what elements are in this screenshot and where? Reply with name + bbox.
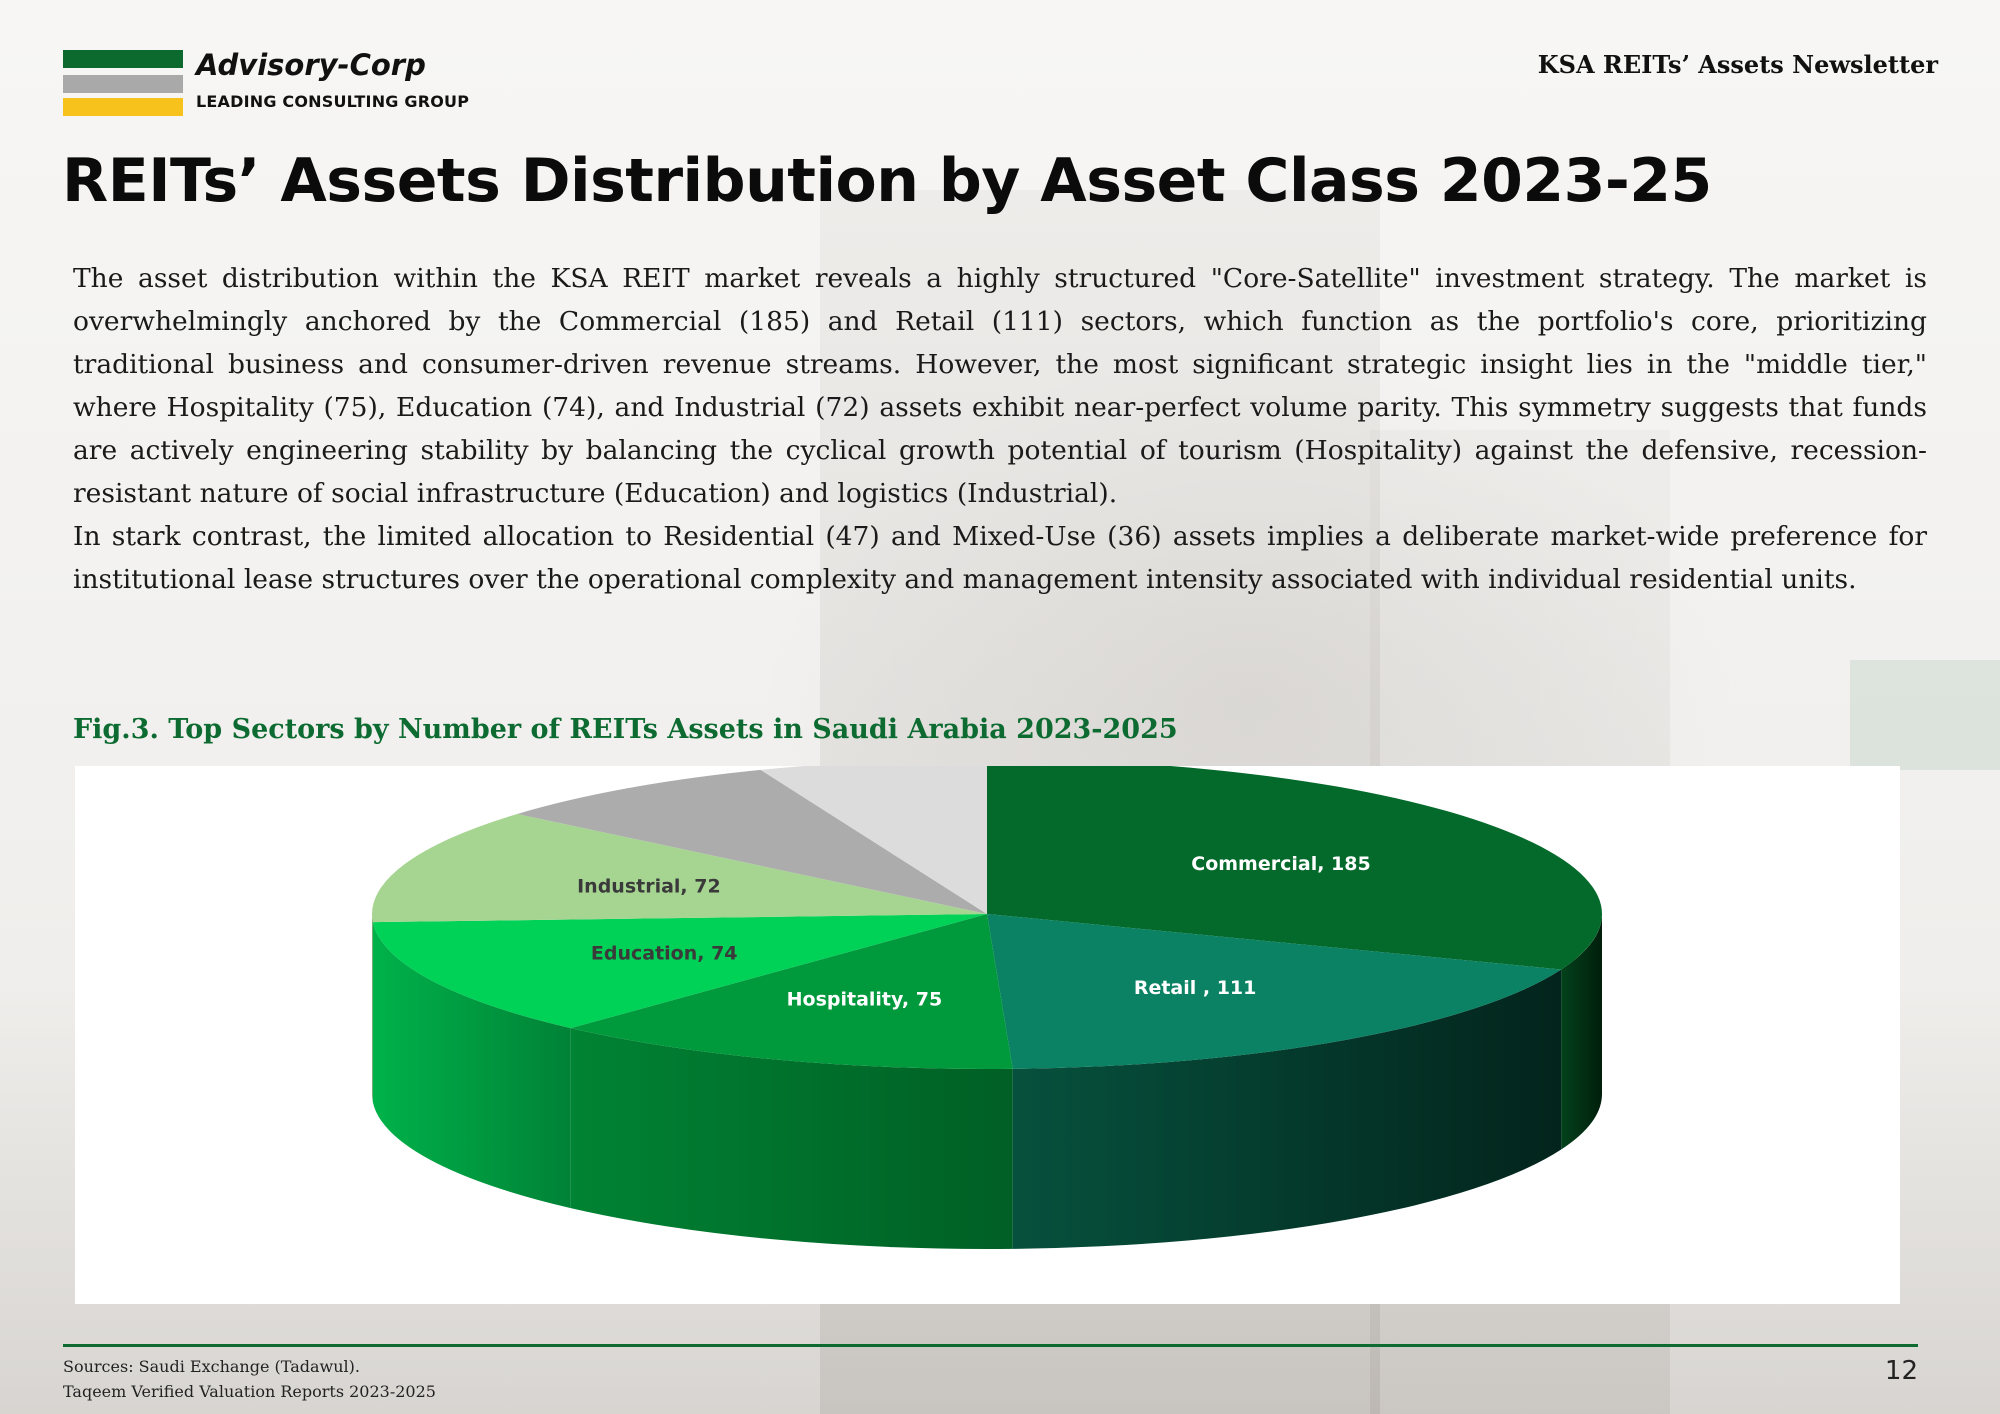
pie-slice-retail <box>987 914 1562 1069</box>
source-line-1: Sources: Saudi Exchange (Tadawul). <box>63 1357 360 1376</box>
pie-slice-education <box>372 914 987 1029</box>
pie-label-retail: Retail , 111 <box>1134 977 1257 999</box>
pie-slice-mixed-use <box>760 766 987 914</box>
pie-label-commercial: Commercial, 185 <box>1191 853 1370 875</box>
source-line-2: Taqeem Verified Valuation Reports 2023-2… <box>63 1382 436 1401</box>
pie-slice-hospitality <box>570 914 1013 1069</box>
pie-label-industrial: Industrial, 72 <box>577 875 721 897</box>
logo-green-bar <box>63 50 183 68</box>
logo-tagline: LEADING CONSULTING GROUP <box>196 92 470 111</box>
pie-label-hospitality: Hospitality, 75 <box>787 988 943 1010</box>
pie-side-education <box>372 922 571 1209</box>
body-paragraph-2: In stark contrast, the limited allocatio… <box>73 521 1927 595</box>
pie-label-education: Education, 74 <box>591 942 738 964</box>
background-road-sign <box>1850 660 2000 770</box>
pie-label-residential: Residential, 47 <box>465 766 626 768</box>
pie-side-commercial <box>1561 914 1602 1150</box>
pie-slice-commercial <box>987 766 1602 970</box>
body-paragraph-1: The asset distribution within the KSA RE… <box>73 263 1927 509</box>
newsletter-title: KSA REITs’ Assets Newsletter <box>1537 50 1938 79</box>
pie-side-industrial <box>372 914 373 1103</box>
logo-company-name: Advisory-Corp <box>196 48 426 82</box>
pie-slice-residential <box>517 769 987 914</box>
page-title: REITs’ Assets Distribution by Asset Clas… <box>62 146 1712 216</box>
pie-side-retail <box>1012 969 1562 1249</box>
pie-side-hospitality <box>570 1028 1013 1249</box>
logo-gray-bar <box>63 75 183 93</box>
page-number: 12 <box>1884 1356 1918 1386</box>
footer-divider <box>63 1344 1918 1347</box>
pie-slice-industrial <box>372 813 988 923</box>
figure-caption: Fig.3. Top Sectors by Number of REITs As… <box>73 714 1178 745</box>
pie-chart-panel: Commercial, 185 Retail , 111 Hospitality, … <box>75 766 1900 1304</box>
logo-yellow-bar <box>63 98 183 116</box>
pie-chart: Commercial, 185 Retail , 111 Hospitality, … <box>372 766 1602 1249</box>
body-text: The asset distribution within the KSA RE… <box>73 257 1927 601</box>
sources-note: Sources: Saudi Exchange (Tadawul). Taqee… <box>63 1354 436 1404</box>
